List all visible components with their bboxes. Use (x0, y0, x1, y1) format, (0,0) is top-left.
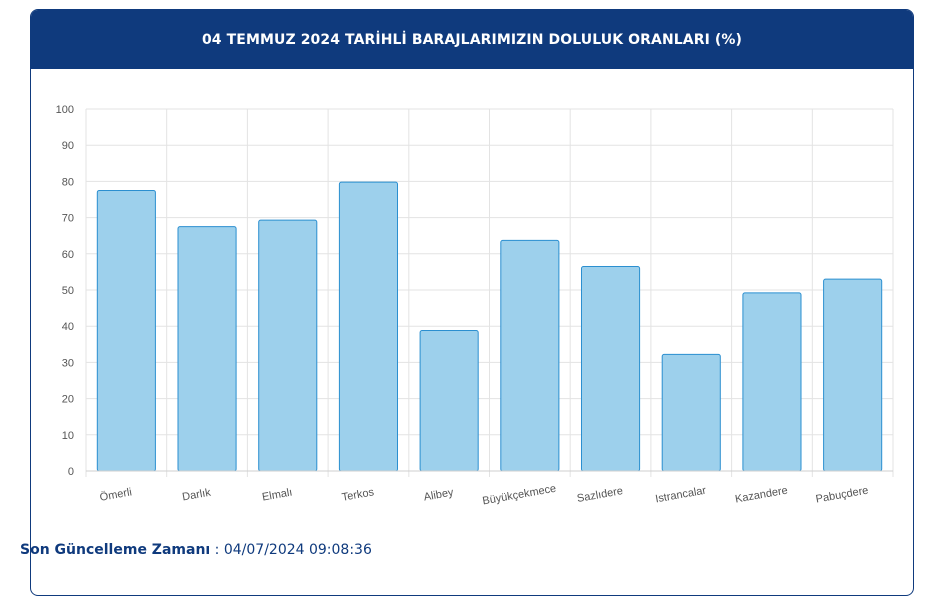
chart-area: 0 10 20 30 40 50 60 70 80 90 100 Ömerli Darlık Elmalı… (31, 70, 913, 510)
y-tick-label: 90 (62, 140, 74, 152)
card-header: 04 TEMMUZ 2024 TARİHLİ BARAJLARIMIZIN DO… (31, 10, 913, 69)
x-category-label: Istrancalar (654, 485, 707, 506)
bar (338, 181, 399, 472)
bar (96, 189, 156, 472)
y-tick-label: 40 (62, 321, 74, 333)
x-category-label: Ömerli (99, 486, 133, 503)
chart-title: 04 TEMMUZ 2024 TARİHLİ BARAJLARIMIZIN DO… (201, 31, 743, 48)
bar (419, 330, 479, 472)
last-updated-separator: : (210, 542, 224, 558)
x-category-label: Alibey (423, 486, 455, 503)
bar (500, 239, 560, 472)
bar-chart: 0 10 20 30 40 50 60 70 80 90 100 Ömerli Darlık Elmalı… (56, 104, 894, 508)
bar (823, 278, 883, 472)
y-tick-label: 60 (62, 249, 74, 261)
x-category-label: Sazlıdere (576, 485, 624, 505)
x-category-label: Terkos (341, 486, 375, 504)
bar (580, 265, 641, 472)
y-tick-label: 0 (68, 466, 74, 478)
y-tick-label: 100 (56, 104, 74, 116)
y-tick-label: 80 (62, 176, 74, 188)
x-category-label: Büyükçekmece (482, 483, 558, 508)
last-updated: Son Güncelleme Zamanı : 04/07/2024 09:08… (20, 542, 372, 558)
last-updated-timestamp: 04/07/2024 09:08:36 (223, 542, 372, 558)
y-tick-label: 10 (62, 430, 74, 442)
bar (177, 226, 237, 472)
bar (661, 353, 721, 472)
last-updated-label: Son Güncelleme Zamanı (20, 542, 211, 558)
y-tick-label: 20 (62, 394, 74, 406)
y-tick-label: 30 (62, 357, 74, 369)
bar (258, 219, 318, 472)
y-tick-label: 50 (62, 285, 74, 297)
x-category-label: Pabuçdere (815, 485, 869, 506)
x-category-label: Darlık (181, 487, 212, 504)
chart-card: 04 TEMMUZ 2024 TARİHLİ BARAJLARIMIZIN DO… (30, 9, 914, 596)
y-tick-label: 70 (62, 213, 74, 225)
x-category-label: Elmalı (261, 486, 293, 503)
bar (742, 292, 802, 472)
x-category-label: Kazandere (734, 485, 788, 506)
